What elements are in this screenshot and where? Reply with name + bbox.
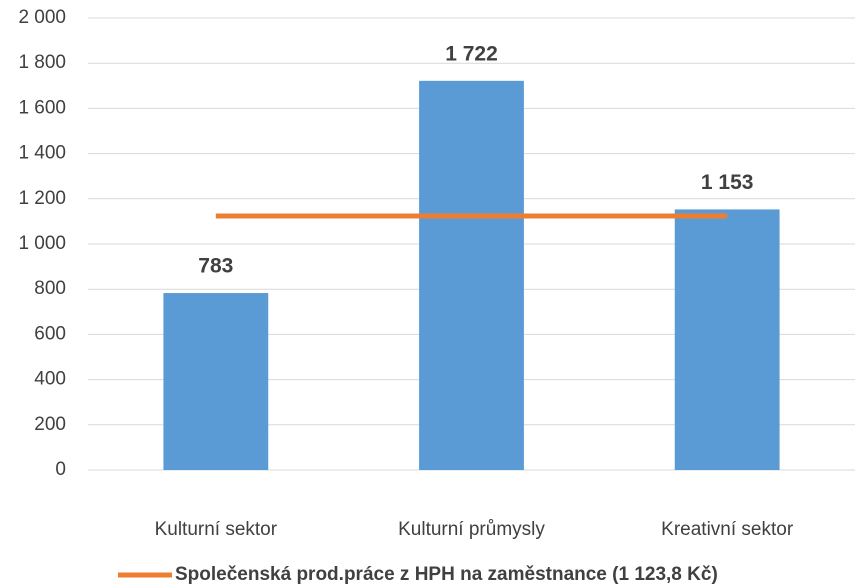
legend-label: Společenská prod.práce z HPH na zaměstna… <box>175 564 718 585</box>
y-tick-label: 1 400 <box>18 143 66 164</box>
x-tick-label: Kulturní průmysly <box>398 519 545 540</box>
y-tick-label: 200 <box>34 414 66 435</box>
y-tick-label: 1 600 <box>18 97 66 118</box>
y-tick-label: 600 <box>34 323 66 344</box>
y-tick-label: 1 800 <box>18 52 66 73</box>
y-tick-label: 0 <box>55 459 66 480</box>
x-tick-label: Kreativní sektor <box>661 519 794 540</box>
y-tick-label: 1 000 <box>18 233 66 254</box>
x-tick-label: Kulturní sektor <box>155 519 278 540</box>
y-tick-label: 800 <box>34 278 66 299</box>
y-tick-label: 1 200 <box>18 188 66 209</box>
y-tick-label: 400 <box>34 369 66 390</box>
data-label: 783 <box>198 255 233 278</box>
bar <box>419 80 524 470</box>
data-label: 1 153 <box>701 171 754 194</box>
bar <box>674 209 780 470</box>
data-label: 1 722 <box>445 42 498 65</box>
y-tick-label: 2 000 <box>18 7 66 28</box>
bar <box>163 293 269 470</box>
